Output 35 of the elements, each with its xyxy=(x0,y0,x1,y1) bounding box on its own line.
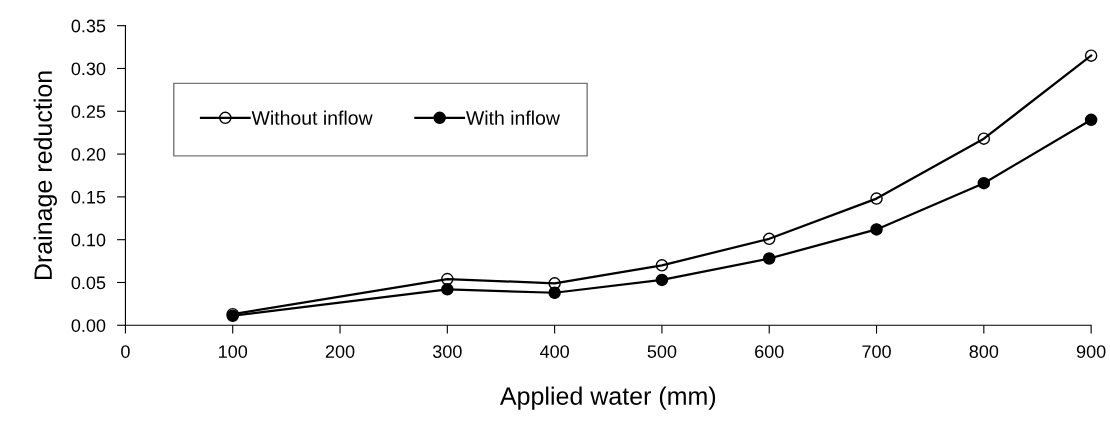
x-tick-label: 700 xyxy=(862,345,891,358)
point xyxy=(655,259,669,272)
point xyxy=(977,132,991,145)
x-tick-label: 900 xyxy=(1076,345,1106,358)
point xyxy=(655,273,669,287)
point xyxy=(870,223,883,236)
x-tick-label: 0 xyxy=(121,345,130,358)
point xyxy=(548,286,561,300)
point xyxy=(441,283,454,296)
x-tick-label: 600 xyxy=(755,345,784,358)
point xyxy=(762,252,776,265)
point xyxy=(441,272,454,286)
y-axis-title: Drainage reduction xyxy=(33,71,57,280)
x-tick-label: 300 xyxy=(432,345,462,358)
x-tick-label: 800 xyxy=(969,345,999,358)
x-tick-label: 200 xyxy=(325,345,355,358)
y-tick-label: 0.20 xyxy=(71,148,106,161)
x-tick-label: 400 xyxy=(539,345,569,358)
y-tick-label: 0.30 xyxy=(71,62,106,76)
y-tick-label: 0.10 xyxy=(71,233,106,247)
y-tick-label: 0.25 xyxy=(71,105,106,118)
y-tick-label: 0.35 xyxy=(71,19,106,33)
point xyxy=(1084,49,1098,62)
x-tick-label: 500 xyxy=(647,345,677,358)
point xyxy=(977,176,991,190)
x-tick-label: 100 xyxy=(219,345,248,358)
y-tick-label: 0.05 xyxy=(71,276,106,290)
y-tick-label: 0.00 xyxy=(71,319,106,332)
x-axis-title: Applied water (mm) xyxy=(499,386,716,410)
legend-label: Without inflow xyxy=(251,110,373,125)
legend-label: With inflow xyxy=(466,110,560,125)
point xyxy=(870,192,883,205)
point xyxy=(762,232,776,246)
y-tick-label: 0.15 xyxy=(71,190,106,204)
point xyxy=(1084,113,1098,127)
